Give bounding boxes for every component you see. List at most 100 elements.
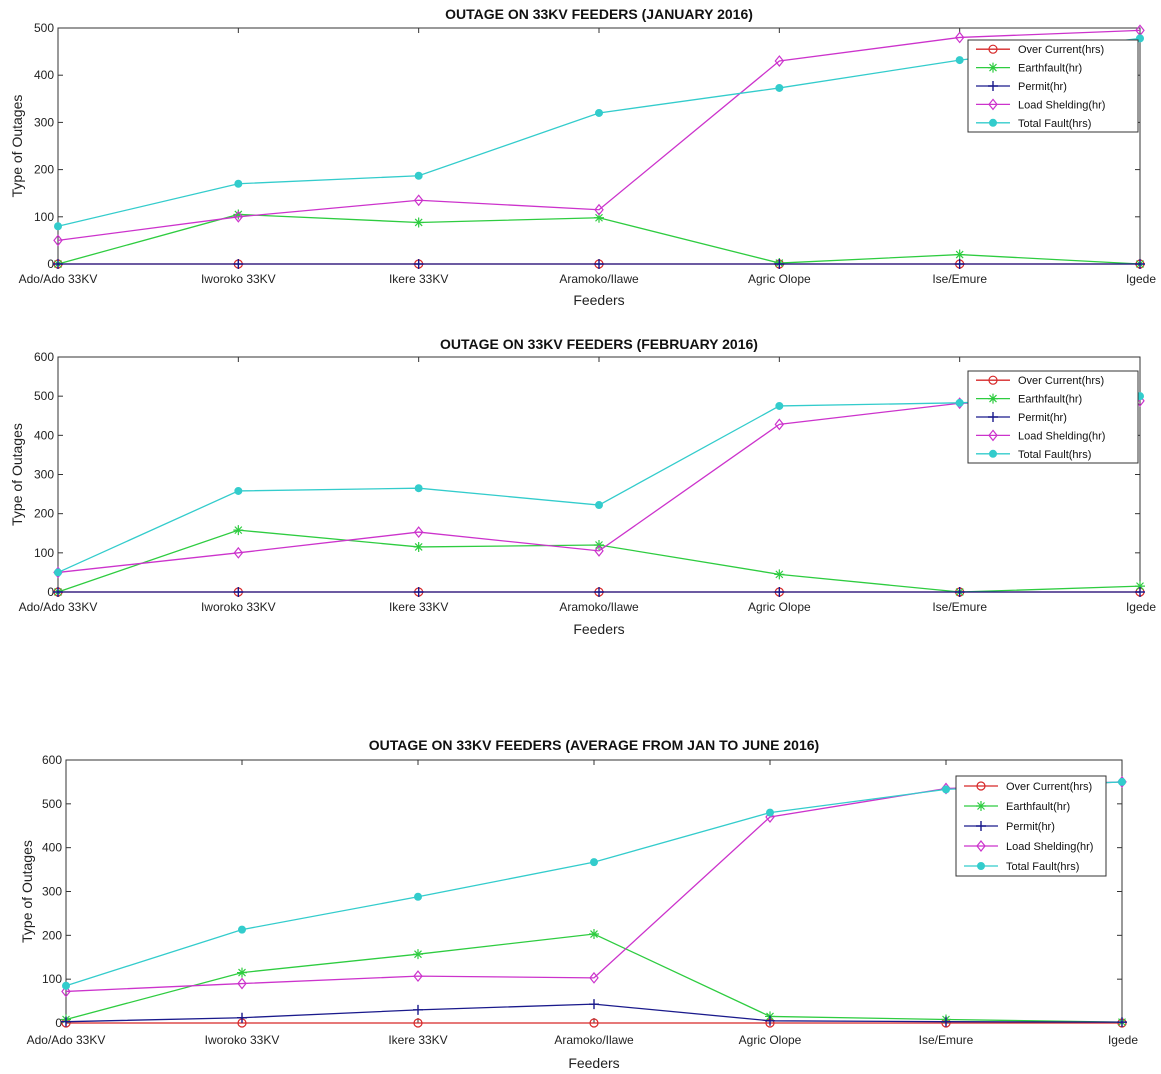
legend-marker [988, 62, 998, 73]
data-point [774, 418, 785, 431]
data-point [955, 56, 964, 65]
legend-item: Total Fault(hrs) [964, 861, 1079, 873]
series-permit-hr [53, 259, 1145, 269]
legend-item: Earthfault(hr) [964, 801, 1070, 813]
data-point [955, 398, 964, 407]
y-tick-label: 300 [34, 115, 54, 129]
series-permit-hr [61, 999, 1127, 1028]
data-point [233, 210, 244, 223]
legend-label: Permit(hr) [1018, 81, 1067, 93]
legend-label: Total Fault(hrs) [1018, 449, 1091, 461]
legend-label: Permit(hr) [1018, 412, 1067, 424]
y-axis-label: Type of Outages [19, 840, 35, 943]
legend-marker [989, 118, 997, 127]
data-point [413, 1018, 423, 1028]
x-tick-label: Aramoko/Ilawe [559, 272, 639, 286]
data-point [53, 234, 63, 247]
series-load-shelding-hr [53, 24, 1145, 247]
legend-marker [988, 429, 998, 442]
legend-item: Load Shelding(hr) [976, 429, 1105, 442]
data-point [54, 568, 62, 577]
data-point [238, 925, 246, 934]
y-tick-label: 300 [34, 468, 54, 482]
x-tick-label: Agric Olope [739, 1033, 802, 1047]
chart-title: OUTAGE ON 33KV FEEDERS (FEBRUARY 2016) [440, 336, 758, 352]
data-point [1135, 587, 1145, 597]
x-tick-label: Ise/Emure [919, 1033, 974, 1047]
chart-title: OUTAGE ON 33KV FEEDERS (AVERAGE FROM JAN… [369, 737, 819, 753]
legend-label: Earthfault(hr) [1018, 63, 1082, 75]
data-point [589, 929, 599, 940]
legend-label: Load Shelding(hr) [1018, 430, 1105, 442]
y-tick-label: 600 [34, 350, 54, 364]
x-tick-label: Iworoko 33KV [201, 600, 276, 614]
x-tick-label: Ado/Ado 33KV [19, 600, 98, 614]
legend-item: Permit(hr) [976, 412, 1067, 424]
x-tick-label: Iworoko 33KV [201, 272, 276, 286]
y-tick-label: 200 [34, 163, 54, 177]
x-tick-label: Ise/Emure [932, 272, 987, 286]
legend-item: Total Fault(hrs) [976, 449, 1091, 461]
legend-item: Permit(hr) [964, 821, 1055, 833]
legend-marker [988, 412, 998, 422]
x-tick-label: Aramoko/Ilawe [554, 1033, 634, 1047]
data-point [765, 1015, 775, 1026]
y-tick-label: 100 [42, 972, 62, 986]
data-point [954, 249, 965, 260]
data-point [233, 259, 244, 269]
y-tick-label: 400 [34, 68, 54, 82]
data-point [413, 970, 423, 983]
legend: Over Current(hrs) Earthfault(hr) Permit(hr… [967, 39, 1139, 133]
data-point [595, 108, 603, 117]
y-tick-label: 200 [42, 928, 62, 942]
legend-item: Earthfault(hr) [976, 393, 1082, 406]
data-point [774, 569, 785, 580]
x-tick-label: Agric Olope [748, 272, 811, 286]
x-tick-label: Ado/Ado 33KV [19, 272, 98, 286]
data-point [594, 259, 604, 269]
data-point [589, 971, 599, 984]
legend-marker [977, 862, 985, 870]
legend-label: Over Current(hrs) [1018, 44, 1104, 56]
data-point [954, 259, 965, 269]
x-tick-label: Ado/Ado 33KV [27, 1033, 106, 1047]
legend-label: Over Current(hrs) [1018, 375, 1104, 387]
chart-2: OUTAGE ON 33KV FEEDERS (FEBRUARY 2016) 0 1… [9, 336, 1156, 637]
legend-marker [989, 449, 997, 458]
series-permit-hr [53, 587, 1145, 597]
legend-marker [988, 81, 998, 91]
data-point [1135, 259, 1145, 269]
legend-label: Over Current(hrs) [1006, 781, 1092, 793]
series-total-fault-hrs [54, 392, 1144, 577]
data-point [775, 401, 784, 410]
data-point [594, 544, 604, 557]
legend-label: Load Shelding(hr) [1018, 99, 1105, 111]
data-point [413, 541, 424, 552]
y-tick-label: 500 [34, 389, 54, 403]
y-tick-label: 0 [47, 257, 54, 271]
data-point [942, 785, 950, 794]
data-point [766, 808, 774, 817]
data-point [237, 967, 247, 978]
data-point [589, 1018, 599, 1028]
y-tick-label: 0 [55, 1016, 62, 1030]
y-tick-label: 100 [34, 546, 54, 560]
legend-item: Total Fault(hrs) [976, 118, 1091, 130]
data-point [1117, 1017, 1127, 1028]
x-tick-label: Ise/Emure [932, 600, 987, 614]
legend-marker [976, 840, 986, 852]
data-point [595, 501, 603, 510]
y-tick-label: 400 [34, 428, 54, 442]
legend-item: Load Shelding(hr) [964, 840, 1093, 853]
data-point [414, 171, 423, 180]
y-tick-label: 300 [42, 885, 62, 899]
legend-marker [976, 781, 986, 791]
x-tick-label: Iworoko 33KV [205, 1033, 280, 1047]
data-point [590, 858, 598, 867]
data-point [774, 55, 785, 68]
data-point [233, 546, 244, 559]
legend-marker [988, 375, 998, 385]
data-point [413, 194, 424, 207]
